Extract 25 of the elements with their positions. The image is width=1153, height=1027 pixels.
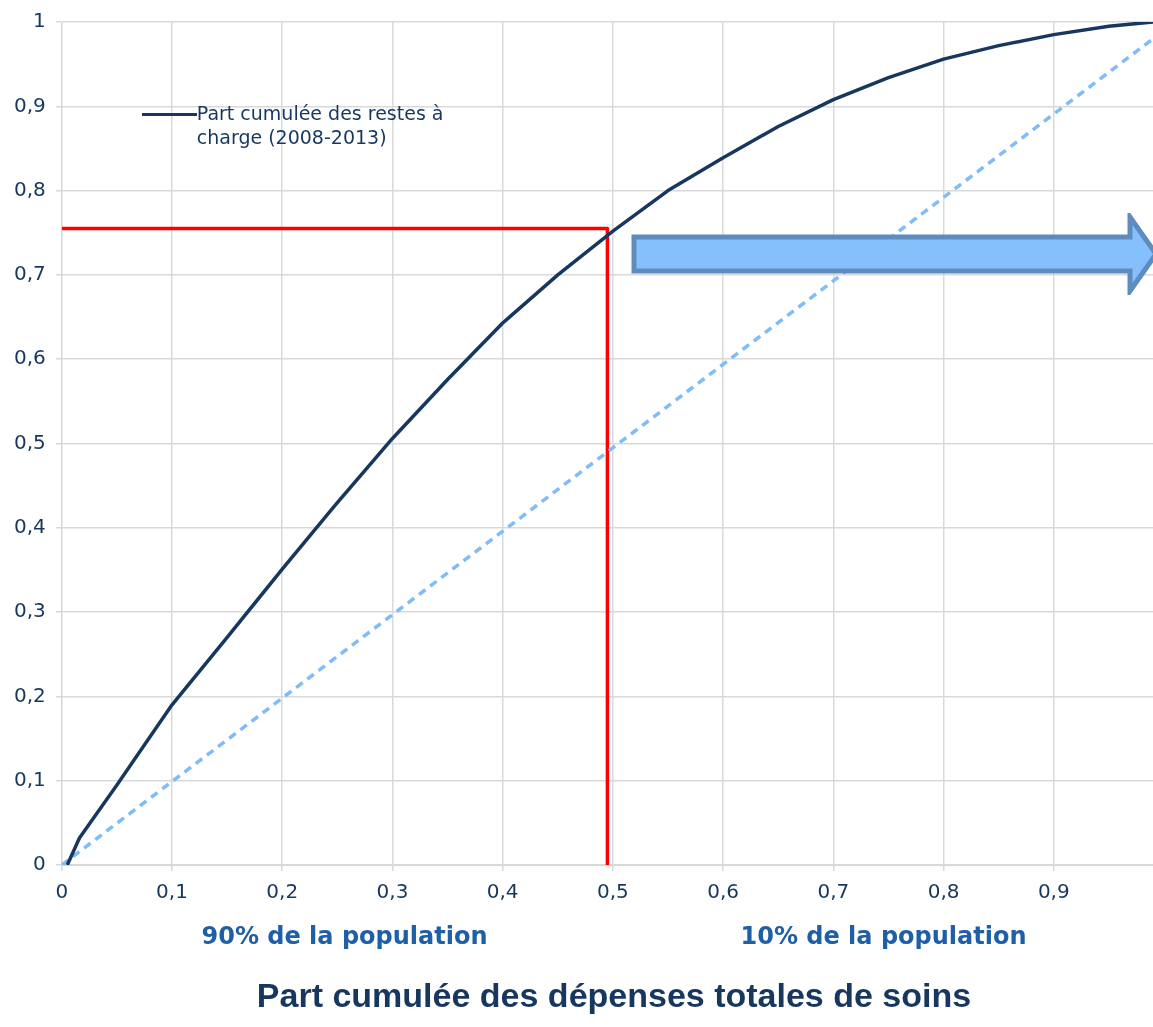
y-tick-label: 1 — [33, 8, 46, 33]
y-tick-label: 0,3 — [13, 598, 46, 623]
y-tick-label: 0,4 — [13, 514, 46, 538]
x-tick-label: 0,3 — [376, 879, 409, 904]
y-tick-label: 0,2 — [13, 682, 46, 707]
x-tick-label: 0,4 — [486, 879, 519, 904]
x-tick-label: 0,6 — [707, 879, 740, 904]
y-tick-label: 0 — [33, 851, 46, 876]
x-axis-title: Part cumulée des dépenses totales de soins — [255, 976, 973, 1015]
y-tick-label: 0,9 — [13, 92, 46, 117]
x-tick-label: 0,5 — [597, 879, 629, 904]
x-tick-label: 0,8 — [927, 879, 960, 904]
x-tick-label: 0,2 — [266, 879, 299, 904]
y-tick-label: 0,1 — [13, 766, 46, 791]
y-tick-label: 0,8 — [13, 176, 46, 201]
x-tick-label: 0 — [55, 879, 69, 904]
x-tick-label: 0,1 — [156, 879, 188, 904]
y-tick-label: 0,6 — [13, 345, 46, 370]
legend-label: Part cumulée des restes à charge (2008-2013) — [196, 102, 445, 150]
text: 90% de la population — [200, 922, 489, 950]
x-tick-label: 0,7 — [817, 879, 850, 904]
y-tick-label: 0,7 — [13, 261, 46, 286]
text: 10% de la population — [739, 922, 1028, 950]
y-tick-label: 0,5 — [13, 429, 46, 454]
x-tick-label: 0,9 — [1037, 879, 1070, 904]
